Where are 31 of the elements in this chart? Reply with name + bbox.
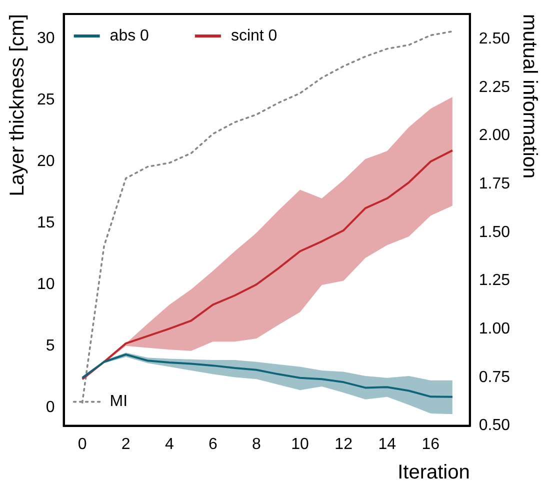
x-tick-label: 10 (291, 436, 310, 453)
y2-tick-label: 0.75 (478, 368, 510, 386)
y2-tick-label: 1.25 (478, 272, 510, 290)
y2-tick-label: 1.75 (478, 176, 510, 193)
y-tick-label: 15 (37, 214, 55, 232)
y2-tick-label: 2.25 (478, 78, 510, 96)
x-tick-label: 2 (121, 436, 130, 453)
y2-axis-title: mutual information (518, 14, 540, 179)
x-tick-label: 8 (252, 436, 262, 453)
y-tick-label: 30 (37, 30, 55, 47)
y-tick-label: 0 (46, 398, 55, 416)
x-tick-label: 4 (164, 436, 174, 453)
y2-tick-label: 1.50 (478, 224, 510, 241)
y2-tick-label: 2.50 (478, 30, 510, 48)
legend-label: abs 0 (110, 27, 150, 44)
y-tick-label: 10 (37, 276, 55, 293)
y-tick-label: 20 (37, 152, 55, 170)
x-tick-label: 0 (78, 436, 87, 453)
x-axis-title: Iteration (398, 462, 470, 484)
y2-tick-label: 1.00 (478, 320, 510, 338)
x-tick-label: 14 (378, 436, 396, 453)
y-tick-label: 5 (46, 337, 55, 354)
y-axis-title: Layer thickness [cm] (6, 14, 29, 196)
x-tick-label: 6 (208, 436, 218, 453)
y2-tick-label: 2.00 (478, 127, 510, 144)
legend-label: MI (110, 393, 128, 410)
x-tick-label: 12 (334, 436, 353, 453)
legend-label: scint 0 (230, 27, 278, 44)
y2-tick-label: 0.50 (478, 417, 510, 434)
y-tick-label: 25 (37, 91, 55, 108)
x-tick-label: 16 (422, 436, 440, 453)
